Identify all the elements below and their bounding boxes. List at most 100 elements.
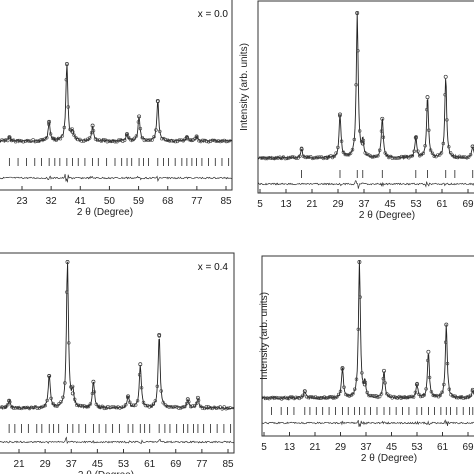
observed-point	[374, 394, 378, 398]
observed-point	[365, 390, 369, 395]
peak-point	[125, 132, 129, 137]
observed-point	[432, 154, 436, 159]
observed-point	[39, 405, 43, 409]
peak-point	[425, 95, 430, 100]
peak-point	[380, 116, 385, 121]
x-tick-label: 69	[462, 442, 474, 453]
observed-point	[25, 138, 29, 143]
observed-point	[289, 155, 293, 160]
observed-point	[348, 151, 353, 156]
panel-label: x = 0.0	[198, 9, 229, 20]
observed-point	[272, 396, 277, 400]
observed-point	[378, 394, 382, 399]
observed-point	[158, 129, 162, 134]
observed-point	[387, 155, 391, 160]
observed-point	[456, 396, 460, 400]
observed-point	[61, 395, 65, 399]
observed-point	[120, 405, 124, 409]
observed-point	[263, 156, 267, 161]
observed-point	[422, 393, 426, 397]
observed-point	[197, 139, 201, 143]
observed-point	[109, 139, 113, 144]
observed-point	[164, 137, 168, 142]
observed-point	[0, 405, 4, 409]
observed-point	[296, 395, 300, 400]
observed-point	[370, 155, 375, 159]
difference-curve	[257, 180, 474, 189]
observed-point	[388, 154, 393, 159]
observed-point	[165, 404, 169, 409]
x-tick-label: 13	[280, 199, 292, 210]
peak-point	[137, 114, 142, 119]
observed-point	[312, 395, 316, 400]
observed-point	[198, 404, 203, 408]
observed-point	[111, 139, 115, 143]
observed-point	[288, 395, 293, 399]
observed-point	[218, 405, 222, 409]
x-axis-title: 2 θ (Degree)	[78, 470, 134, 474]
observed-point	[134, 134, 139, 138]
observed-point	[183, 404, 187, 409]
y-axis-title: Intensity (arb. units)	[239, 43, 250, 131]
peak-point	[340, 366, 345, 371]
peak-point	[414, 382, 419, 387]
observed-point	[35, 139, 39, 143]
observed-point	[68, 127, 72, 132]
x-tick-label: 45	[92, 459, 104, 470]
observed-point	[132, 403, 136, 407]
observed-point	[312, 156, 316, 160]
observed-point	[265, 396, 270, 400]
observed-point	[344, 392, 348, 397]
observed-point	[403, 395, 407, 399]
peak-point	[65, 260, 70, 264]
plot-frame	[261, 255, 474, 437]
observed-point	[58, 137, 63, 141]
observed-point	[307, 155, 311, 159]
observed-point	[419, 394, 423, 399]
observed-point	[445, 361, 450, 366]
observed-point	[14, 406, 18, 410]
observed-point	[141, 400, 146, 405]
observed-point	[194, 401, 199, 405]
observed-point	[309, 155, 313, 159]
observed-point	[114, 405, 118, 410]
observed-point	[369, 393, 373, 398]
observed-point	[454, 395, 459, 400]
peak-point	[362, 382, 367, 387]
observed-point	[80, 404, 85, 408]
observed-point	[56, 136, 61, 141]
observed-point	[74, 136, 78, 140]
observed-point	[294, 156, 298, 161]
observed-point	[94, 402, 99, 406]
observed-point	[2, 138, 6, 143]
observed-point	[21, 406, 26, 410]
observed-point	[326, 396, 330, 400]
peak-point	[444, 322, 449, 327]
difference-curve	[261, 419, 474, 428]
observed-point	[112, 405, 116, 409]
observed-point	[417, 392, 421, 396]
observed-point	[13, 140, 18, 144]
observed-point	[421, 151, 425, 155]
observed-point	[343, 152, 347, 157]
peak-point	[470, 387, 474, 392]
observed-point	[270, 156, 275, 160]
observed-point	[272, 156, 277, 161]
observed-point	[74, 403, 79, 407]
peak-point	[413, 135, 418, 140]
observed-point	[333, 396, 337, 400]
observed-point	[399, 154, 404, 159]
x-tick-label: 85	[220, 196, 232, 207]
observed-point	[274, 156, 278, 160]
observed-point	[427, 375, 432, 380]
observed-point	[376, 395, 380, 400]
observed-point	[318, 155, 322, 159]
observed-point	[43, 403, 47, 408]
observed-point	[372, 394, 376, 398]
x-tick-label: 21	[309, 442, 321, 453]
observed-point	[126, 135, 131, 140]
peak-point	[195, 395, 200, 400]
observed-point	[451, 394, 455, 398]
observed-point	[294, 395, 298, 399]
observed-point	[339, 139, 344, 143]
